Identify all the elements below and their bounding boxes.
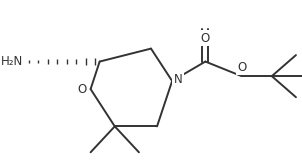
Text: H₂N: H₂N [0,55,23,68]
Text: O: O [201,32,210,45]
Text: O: O [237,61,246,74]
Text: O: O [78,83,87,96]
Text: N: N [174,73,182,86]
